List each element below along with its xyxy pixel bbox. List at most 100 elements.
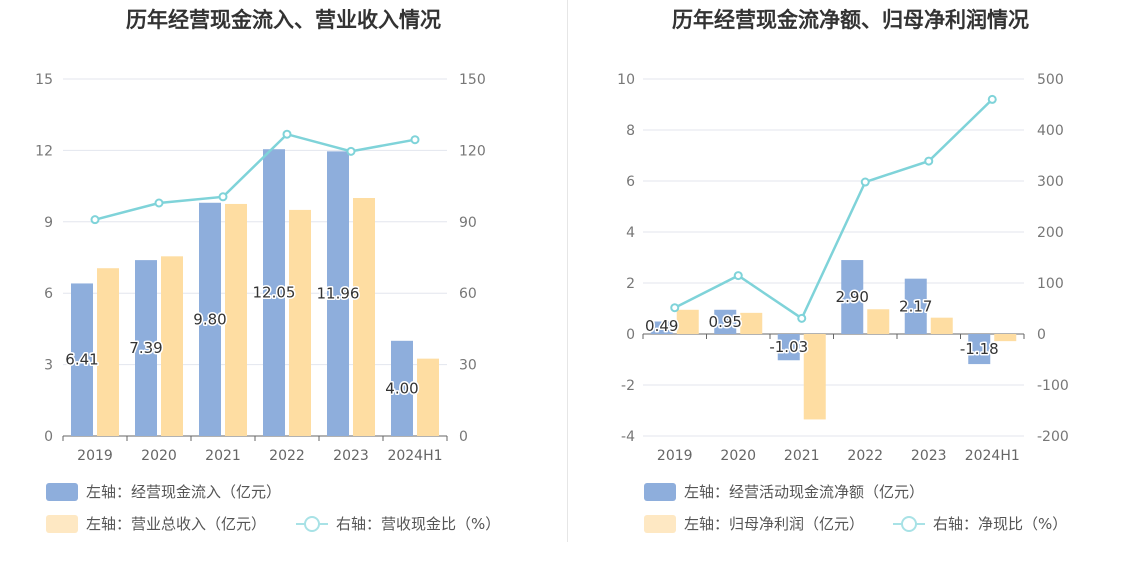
bar-series-1 [650,321,673,334]
line-point [987,94,997,104]
bar-series-1 [968,334,991,365]
left-axis-tick: 10 [617,72,635,88]
x-axis-tick-label: 2021 [205,448,241,464]
right-axis-tick: 400 [1037,123,1064,139]
legend-item-revenue[interactable]: 左轴：营业总收入（亿元） [46,513,266,534]
line-point [410,135,420,145]
line-point [218,192,228,202]
legend-item-net-operating-cash-flow[interactable]: 左轴：经营活动现金流净额（亿元） [644,481,924,502]
left-axis-tick: -2 [621,378,635,394]
net-cash-flow-profit-chart: 历年经营现金流净额、归母净利润情况 -4 -200 -2 -100 0 0 2 100 4 200… [567,0,1134,582]
left-axis-tick: 2 [626,276,635,292]
legend-item-revenue-cash-ratio[interactable]: 右轴：营收现金比（%） [296,513,500,534]
data-label: 0.95 [709,313,742,331]
line-point [797,313,807,323]
legend-swatch [46,514,78,533]
bar-series-2 [289,209,311,436]
left-axis-tick: 15 [35,72,53,88]
legend-swatch [644,514,676,533]
x-axis-tick-label: 2024H1 [965,448,1020,464]
line-point [860,177,870,187]
left-axis-tick: 0 [626,327,635,343]
legend-swatch [893,515,925,533]
line-series [94,132,416,221]
chart-plot: -4 -200 -2 -100 0 0 2 100 4 200 6 300 8 400 10 500 2019 2… [617,72,1069,464]
line-point [733,271,743,281]
chart-title: 历年经营现金流入、营业收入情况 [126,8,441,32]
data-label: 4.00 [385,379,418,397]
right-axis-tick: 120 [459,143,486,159]
legend-label: 右轴：净现比（%） [933,515,1068,533]
line-point [346,146,356,156]
legend-item-net-cash-ratio[interactable]: 右轴：净现比（%） [893,513,1067,534]
bar-series-2 [994,334,1017,342]
bar-series-1 [135,260,157,436]
right-axis-tick: 150 [459,72,486,88]
bar-series-1 [777,334,800,361]
legend-label: 右轴：营收现金比（%） [336,515,501,533]
chart-plot: 0 0 3 30 6 60 9 90 12 120 15 150 2019 2020 2021 2022 202… [35,72,486,464]
bar-series-1 [263,149,285,436]
bar-series-2 [417,358,439,436]
right-axis-tick: 300 [1037,174,1064,190]
bar-series-2 [930,317,953,334]
left-axis-tick: 8 [626,123,635,139]
data-label: 2.17 [899,297,932,315]
legend-label: 左轴：经营现金流入（亿元） [86,483,282,501]
right-axis-tick: 100 [1037,276,1064,292]
legend-item-cash-inflow[interactable]: 左轴：经营现金流入（亿元） [46,481,281,502]
bar-series-2 [161,256,183,436]
data-label: 12.05 [253,284,296,302]
line-point [154,198,164,208]
legend-swatch [644,482,676,501]
right-axis-tick: -200 [1037,429,1069,445]
data-label: -1.18 [960,340,999,358]
bar-series-2 [740,312,763,334]
legend-label: 左轴：归母净利润（亿元） [684,515,865,533]
x-axis-tick-label: 2024H1 [387,448,442,464]
cash-inflow-revenue-chart: 历年经营现金流入、营业收入情况 0 0 3 30 6 60 9 90 12 120 15 150 201… [35,8,500,534]
left-axis-tick: -4 [621,429,635,445]
bar-series-1 [199,202,221,436]
bar-series-2 [353,198,375,436]
bar-series-1 [391,340,413,436]
right-axis-tick: 0 [1037,327,1046,343]
line-series [674,98,994,321]
legend-item-net-profit[interactable]: 左轴：归母净利润（亿元） [644,513,864,534]
right-axis-tick: -100 [1037,378,1069,394]
right-axis-tick: 60 [459,286,477,302]
data-label: 7.39 [129,339,162,357]
bar-series-1 [71,283,93,436]
right-axis-tick: 200 [1037,225,1064,241]
data-label: 6.41 [65,351,98,369]
x-axis-tick-label: 2023 [911,448,947,464]
left-axis-tick: 12 [35,143,53,159]
right-axis-tick: 30 [459,358,477,374]
left-axis-tick: 9 [44,215,53,231]
left-axis-tick: 0 [44,429,53,445]
line-point [90,215,100,225]
line-point [670,303,680,313]
left-axis-tick: 3 [44,358,53,374]
x-axis-tick-label: 2021 [784,448,820,464]
data-label: 11.96 [317,285,360,303]
line-point [282,129,292,139]
bar-series-2 [225,203,247,436]
data-label: -1.03 [769,338,808,356]
legend-label: 左轴：营业总收入（亿元） [86,515,267,533]
x-axis-tick-label: 2019 [657,448,693,464]
x-axis-tick-label: 2022 [269,448,305,464]
data-label: 9.80 [193,310,226,328]
bar-series-1 [841,260,864,334]
line-point [924,156,934,166]
panel-divider [567,0,568,542]
left-axis-tick: 6 [44,286,53,302]
data-label: 0.49 [645,317,678,335]
right-axis-tick: 500 [1037,72,1064,88]
legend-swatch [296,515,328,533]
bar-series-1 [714,309,737,334]
bar-series-2 [803,334,826,420]
chart-title: 历年经营现金流净额、归母净利润情况 [672,8,1029,32]
legend-label: 左轴：经营活动现金流净额（亿元） [684,483,925,501]
right-axis-tick: 90 [459,215,477,231]
